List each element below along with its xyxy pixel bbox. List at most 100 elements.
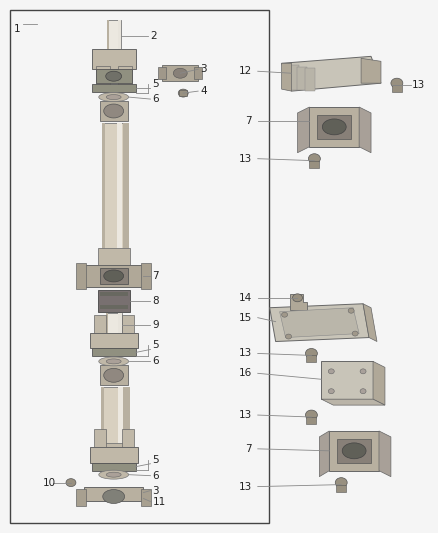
Polygon shape <box>282 56 381 91</box>
Bar <box>84 487 144 500</box>
Text: 13: 13 <box>239 482 252 491</box>
Text: 13: 13 <box>239 410 252 420</box>
Text: 5: 5 <box>152 341 159 351</box>
Ellipse shape <box>305 349 318 358</box>
Text: 12: 12 <box>239 66 252 76</box>
Polygon shape <box>305 68 315 91</box>
Ellipse shape <box>99 357 129 366</box>
Polygon shape <box>270 304 369 342</box>
Ellipse shape <box>360 369 366 374</box>
Text: 4: 4 <box>200 86 207 96</box>
Bar <box>106 313 108 337</box>
Ellipse shape <box>328 369 334 374</box>
Ellipse shape <box>104 270 124 282</box>
Text: 3: 3 <box>152 486 159 496</box>
Text: 6: 6 <box>152 357 159 366</box>
Bar <box>307 356 316 362</box>
Polygon shape <box>321 399 385 405</box>
Bar <box>309 160 319 168</box>
Ellipse shape <box>106 71 122 81</box>
Bar <box>98 248 130 266</box>
Ellipse shape <box>66 479 76 487</box>
Text: 5: 5 <box>152 455 159 465</box>
Bar <box>118 66 131 88</box>
Bar <box>94 314 106 336</box>
Bar <box>102 123 105 252</box>
Text: 8: 8 <box>152 296 159 306</box>
Bar <box>117 123 122 252</box>
Ellipse shape <box>308 154 320 164</box>
Ellipse shape <box>328 389 334 394</box>
Bar <box>92 50 135 69</box>
Bar <box>96 69 131 83</box>
Text: 14: 14 <box>239 293 252 303</box>
Ellipse shape <box>99 93 129 102</box>
Ellipse shape <box>99 470 129 479</box>
Bar <box>179 90 187 96</box>
Text: 13: 13 <box>239 349 252 359</box>
Bar <box>117 387 123 447</box>
Ellipse shape <box>322 119 346 135</box>
Ellipse shape <box>178 89 188 97</box>
Polygon shape <box>282 63 292 91</box>
Text: 11: 11 <box>152 497 166 506</box>
Text: 15: 15 <box>239 313 252 322</box>
Ellipse shape <box>342 443 366 459</box>
Bar <box>336 484 346 491</box>
Bar <box>123 123 129 252</box>
Bar <box>107 20 120 53</box>
Bar <box>122 429 134 451</box>
Bar <box>100 305 127 309</box>
Text: 5: 5 <box>152 79 159 89</box>
Bar <box>84 265 144 287</box>
Ellipse shape <box>348 308 354 313</box>
Text: 2: 2 <box>150 31 157 42</box>
Bar <box>106 313 122 337</box>
Polygon shape <box>290 66 300 90</box>
Bar <box>318 115 351 139</box>
Bar <box>118 20 121 53</box>
Ellipse shape <box>293 294 303 302</box>
Bar <box>100 101 127 121</box>
Text: 10: 10 <box>43 478 56 488</box>
Text: 7: 7 <box>245 116 252 126</box>
Polygon shape <box>359 107 371 153</box>
Bar <box>94 429 106 451</box>
Polygon shape <box>373 361 385 405</box>
Polygon shape <box>297 107 309 153</box>
Text: 13: 13 <box>412 80 425 90</box>
Ellipse shape <box>106 472 121 477</box>
Ellipse shape <box>286 334 292 339</box>
Bar <box>90 333 138 349</box>
Bar <box>92 463 135 471</box>
Text: 7: 7 <box>245 444 252 454</box>
Ellipse shape <box>360 389 366 394</box>
Polygon shape <box>321 361 373 399</box>
Bar <box>100 365 127 385</box>
Polygon shape <box>279 308 359 337</box>
Bar <box>118 313 122 337</box>
Polygon shape <box>290 294 307 310</box>
Bar <box>392 85 402 92</box>
Bar <box>309 107 359 147</box>
Bar <box>101 387 127 447</box>
Ellipse shape <box>391 78 403 88</box>
Bar <box>122 314 134 336</box>
Text: 6: 6 <box>152 94 159 104</box>
Text: 9: 9 <box>152 320 159 329</box>
Text: 3: 3 <box>200 64 207 74</box>
Ellipse shape <box>103 490 124 504</box>
Text: 13: 13 <box>239 154 252 164</box>
Bar <box>92 84 135 92</box>
Bar <box>307 417 316 424</box>
Bar <box>159 67 166 79</box>
Bar <box>102 123 126 252</box>
Polygon shape <box>361 58 381 83</box>
Bar <box>76 263 86 289</box>
Ellipse shape <box>104 368 124 382</box>
Bar <box>107 20 109 53</box>
Bar <box>194 67 202 79</box>
Bar <box>141 489 152 506</box>
Bar <box>162 65 198 81</box>
Bar <box>141 263 152 289</box>
